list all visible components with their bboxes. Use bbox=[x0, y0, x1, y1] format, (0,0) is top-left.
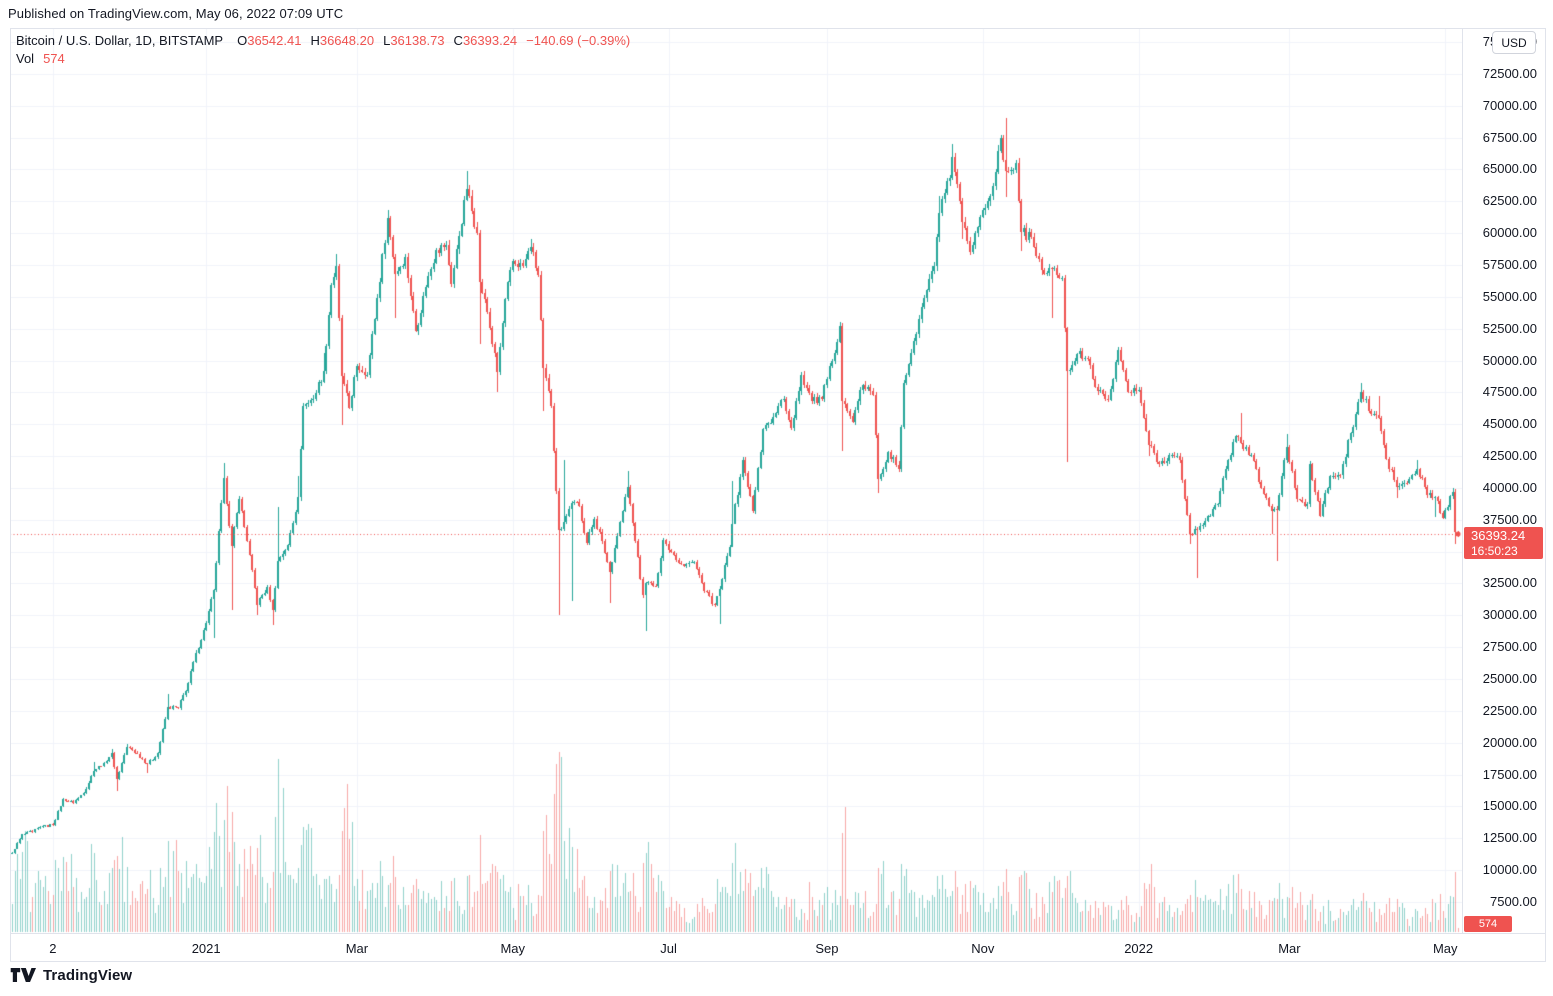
tradingview-mark-icon bbox=[10, 965, 36, 985]
time-tick-label: Mar bbox=[345, 941, 369, 956]
price-tick-label: 20000.00 bbox=[1482, 734, 1537, 750]
volume-label: Vol bbox=[16, 51, 35, 66]
price-tick-label: 22500.00 bbox=[1482, 702, 1537, 718]
price-tick-label: 65000.00 bbox=[1482, 161, 1537, 177]
last-price-label: 36393.24 16:50:23 bbox=[1464, 527, 1543, 559]
time-axis[interactable]: 2 2021 Mar May Jul Sep Nov 2022 Mar May bbox=[10, 933, 1546, 962]
currency-unit-button[interactable]: USD bbox=[1492, 31, 1536, 54]
price-tick-label: 47500.00 bbox=[1482, 384, 1537, 400]
time-tick-label: 2 bbox=[49, 941, 57, 956]
last-price-value: 36393.24 bbox=[1471, 528, 1526, 543]
time-tick-label: 2022 bbox=[1124, 941, 1154, 956]
price-chart-canvas[interactable] bbox=[10, 28, 1462, 933]
price-tick-label: 10000.00 bbox=[1482, 862, 1537, 878]
symbol-legend: Bitcoin / U.S. Dollar, 1D, BITSTAMP O365… bbox=[16, 32, 630, 68]
price-axis[interactable]: 7500.00 10000.00 12500.00 15000.00 17500.00 2… bbox=[1462, 28, 1546, 933]
price-tick-label: 52500.00 bbox=[1482, 320, 1537, 336]
price-tick-label: 30000.00 bbox=[1482, 607, 1537, 623]
price-tick-label: 15000.00 bbox=[1482, 798, 1537, 814]
high-value: H36648.20 bbox=[310, 33, 375, 48]
price-tick-label: 32500.00 bbox=[1482, 575, 1537, 591]
price-tick-label: 45000.00 bbox=[1482, 416, 1537, 432]
time-tick-label: Nov bbox=[971, 941, 995, 956]
price-tick-label: 42500.00 bbox=[1482, 448, 1537, 464]
time-tick-label: Jul bbox=[660, 941, 677, 956]
price-tick-label: 12500.00 bbox=[1482, 830, 1537, 846]
price-tick-label: 40000.00 bbox=[1482, 479, 1537, 495]
time-tick-label: May bbox=[500, 941, 526, 956]
legend-line-ohlc: Bitcoin / U.S. Dollar, 1D, BITSTAMP O365… bbox=[16, 32, 630, 50]
brand-name: TradingView bbox=[43, 966, 133, 984]
price-tick-label: 70000.00 bbox=[1482, 97, 1537, 113]
close-value: C36393.24 bbox=[453, 33, 518, 48]
price-tick-label: 17500.00 bbox=[1482, 766, 1537, 782]
price-tick-label: 55000.00 bbox=[1482, 288, 1537, 304]
price-tick-label: 37500.00 bbox=[1482, 511, 1537, 527]
time-tick-label: 2021 bbox=[191, 941, 221, 956]
time-tick-label: Mar bbox=[1278, 941, 1301, 956]
time-tick-label: Sep bbox=[815, 941, 839, 956]
open-value: O36542.41 bbox=[237, 33, 302, 48]
volume-axis-label: 574 bbox=[1464, 916, 1512, 932]
volume-value: 574 bbox=[43, 51, 65, 66]
price-tick-label: 57500.00 bbox=[1482, 256, 1537, 272]
tradingview-logo[interactable]: TradingView bbox=[10, 965, 132, 985]
published-line: Published on TradingView.com, May 06, 20… bbox=[8, 6, 344, 21]
price-tick-label: 62500.00 bbox=[1482, 193, 1537, 209]
price-tick-label: 67500.00 bbox=[1482, 129, 1537, 145]
price-tick-label: 50000.00 bbox=[1482, 352, 1537, 368]
symbol-title: Bitcoin / U.S. Dollar, 1D, BITSTAMP bbox=[16, 33, 224, 48]
change-value: −140.69 (−0.39%) bbox=[526, 33, 631, 48]
price-tick-label: 27500.00 bbox=[1482, 639, 1537, 655]
price-tick-label: 72500.00 bbox=[1482, 65, 1537, 81]
legend-line-volume: Vol 574 bbox=[16, 50, 630, 68]
bar-countdown: 16:50:23 bbox=[1471, 544, 1518, 558]
time-tick-label: May bbox=[1432, 941, 1458, 956]
low-value: L36138.73 bbox=[383, 33, 445, 48]
price-tick-label: 25000.00 bbox=[1482, 671, 1537, 687]
price-tick-label: 7500.00 bbox=[1490, 894, 1537, 909]
price-tick-label: 60000.00 bbox=[1482, 225, 1537, 241]
